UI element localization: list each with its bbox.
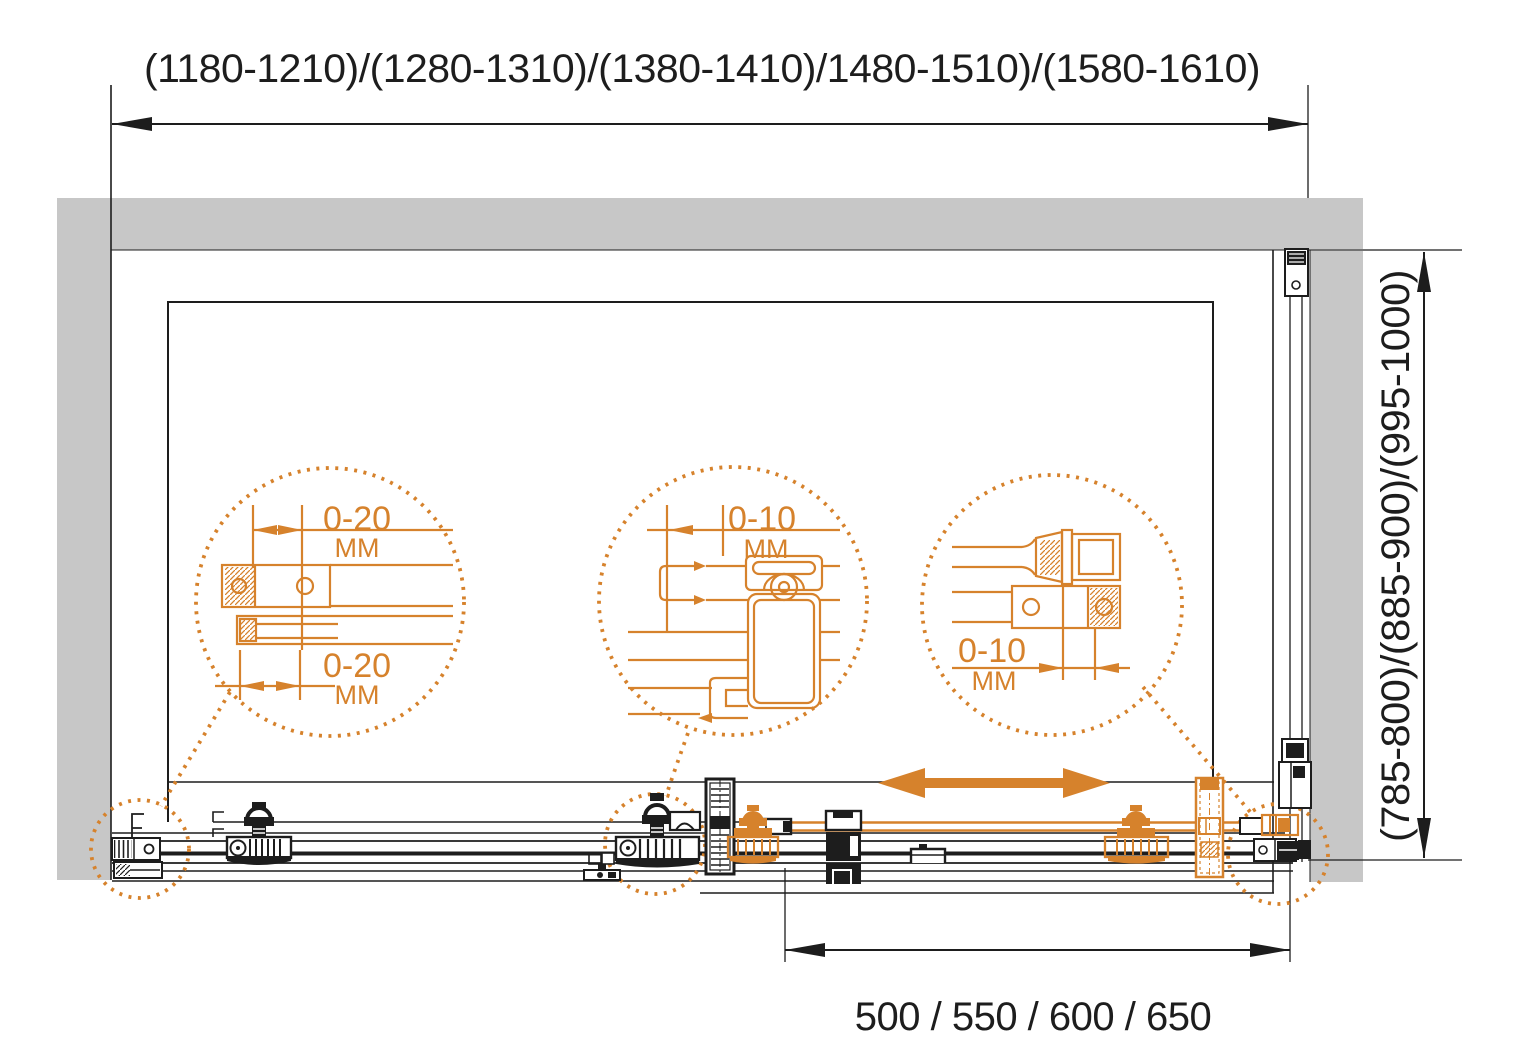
- roller-assembly-left: [225, 802, 293, 865]
- detail-wall-profile-adjustment: 0-20 MM 0-20 MM: [215, 500, 453, 710]
- arrow-left-icon: [669, 525, 693, 535]
- callout-circle-small-left: [89, 798, 191, 900]
- arrow-right-icon: [278, 525, 302, 535]
- arrow-down-icon: [1417, 818, 1431, 858]
- orange-profile-strip: [1194, 776, 1225, 879]
- corner-assembly-right: [1239, 738, 1312, 862]
- left-top-adjust-value: 0-20: [323, 500, 391, 538]
- left-wall: [57, 250, 111, 880]
- callout-circle-left: [194, 466, 466, 738]
- dimension-top-width: (1180-1210)/(1280-1310)/(1380-1410)/1480…: [112, 47, 1308, 131]
- roller-assembly-middle: [614, 793, 702, 868]
- right-wall: [1310, 250, 1363, 882]
- wall-bracket-top-right: [1284, 248, 1309, 297]
- arrow-right-icon: [276, 681, 300, 691]
- bottom-door-width-label: 500 / 550 / 600 / 650: [855, 995, 1211, 1039]
- callout-circle-right: [920, 473, 1184, 737]
- callout-leader-middle: [664, 732, 690, 797]
- right-adjust-unit: MM: [972, 666, 1017, 696]
- callout-circle-middle: [597, 465, 869, 737]
- arrow-left-icon: [1095, 663, 1119, 673]
- top-wall: [57, 198, 1363, 250]
- arrow-right-icon: [1250, 943, 1290, 957]
- door-stopper: [824, 809, 863, 884]
- left-top-adjust-unit: MM: [335, 533, 380, 563]
- arrow-left-icon: [698, 713, 712, 723]
- arrow-right-icon: [1268, 117, 1308, 131]
- arrow-left-icon: [240, 681, 264, 691]
- floor-guide: [583, 852, 621, 881]
- detail-door-profile-adjustment: 0-10 MM: [628, 500, 840, 723]
- arrow-right-icon: [1063, 768, 1110, 798]
- walls: [57, 198, 1363, 882]
- left-bottom-adjust-value: 0-20: [323, 647, 391, 685]
- arrow-left-icon: [253, 525, 277, 535]
- top-width-dimension-label: (1180-1210)/(1280-1310)/(1380-1410)/1480…: [144, 47, 1260, 91]
- slide-direction-arrow: [878, 768, 1110, 798]
- track-clip: [909, 844, 947, 863]
- detail-panel-connector-adjustment: 0-10 MM: [952, 528, 1130, 696]
- arrow-up-icon: [1417, 252, 1431, 292]
- seal-strip-profile: [704, 777, 736, 876]
- dimension-right-depth: (785-800)/(885-900)/(995-1000): [1308, 249, 1462, 861]
- roller-assembly-orange-right: [1103, 805, 1170, 864]
- arrow-left-icon: [878, 768, 925, 798]
- roller-assembly-orange-left: [726, 805, 780, 864]
- arrow-left-icon: [112, 117, 152, 131]
- middle-adjust-value: 0-10: [728, 500, 796, 538]
- callout-leader-left: [159, 691, 232, 807]
- callout-circle-small-right: [1226, 802, 1330, 906]
- wall-bracket-left: [111, 813, 163, 879]
- sliding-door-orange: [791, 821, 1240, 832]
- dimension-bottom-door: 500 / 550 / 600 / 650: [784, 862, 1291, 1039]
- right-depth-dimension-label: (785-800)/(885-900)/(995-1000): [1374, 270, 1418, 842]
- arrow-right-icon: [1039, 663, 1063, 673]
- arrow-left-icon: [785, 943, 825, 957]
- left-bottom-adjust-unit: MM: [335, 680, 380, 710]
- right-adjust-value: 0-10: [958, 632, 1026, 670]
- middle-adjust-unit: MM: [744, 534, 789, 564]
